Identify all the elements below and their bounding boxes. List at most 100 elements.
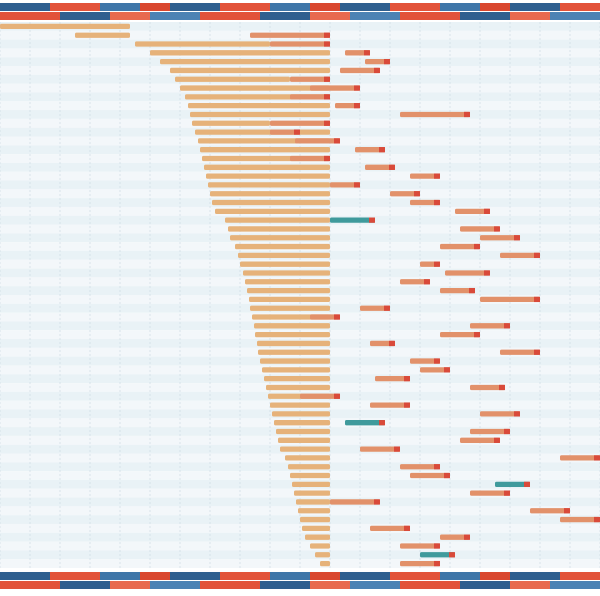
main-bar — [270, 402, 330, 408]
end-tag — [379, 147, 385, 153]
second-bar — [250, 32, 330, 38]
main-bar — [296, 499, 330, 505]
end-tag — [524, 481, 530, 487]
main-bar — [272, 411, 330, 417]
end-tag — [514, 235, 520, 241]
main-bar — [249, 296, 330, 303]
second-bar — [330, 217, 375, 223]
main-bar — [258, 349, 330, 355]
second-bar — [500, 349, 540, 355]
main-bar — [200, 147, 330, 153]
end-tag — [324, 41, 330, 47]
second-bar — [470, 428, 510, 435]
end-tag — [424, 279, 430, 285]
end-tag — [384, 305, 390, 311]
end-tag — [474, 243, 480, 250]
end-tag — [434, 199, 440, 206]
second-bar — [455, 208, 490, 214]
end-tag — [364, 50, 370, 56]
end-tag — [444, 472, 450, 479]
main-bar — [300, 516, 330, 523]
main-bar — [315, 552, 330, 558]
main-bar — [206, 173, 330, 179]
end-tag — [369, 217, 375, 223]
second-bar — [470, 384, 505, 391]
main-bar — [288, 464, 330, 470]
main-bar — [245, 279, 330, 285]
second-bar — [345, 50, 370, 56]
end-tag — [294, 129, 300, 135]
end-tag — [434, 560, 440, 567]
end-tag — [334, 314, 340, 320]
end-tag — [484, 208, 490, 214]
main-bar — [170, 67, 330, 74]
end-tag — [404, 525, 410, 532]
main-bar — [230, 235, 330, 241]
main-bar — [225, 217, 330, 223]
second-bar — [335, 103, 360, 109]
end-tag — [434, 261, 440, 267]
main-bar — [188, 103, 330, 109]
end-tag — [404, 402, 410, 408]
second-bar — [375, 376, 410, 382]
second-bar — [470, 323, 510, 329]
second-bar — [270, 41, 330, 47]
second-bar — [495, 481, 530, 487]
end-tag — [324, 76, 330, 82]
end-tag — [434, 358, 440, 364]
second-bar — [345, 420, 385, 426]
end-tag — [449, 552, 455, 558]
second-bar — [400, 279, 430, 285]
end-tag — [594, 516, 600, 523]
second-bar — [370, 402, 410, 408]
second-bar — [360, 305, 390, 311]
main-bar — [298, 508, 330, 514]
end-tag — [594, 455, 600, 461]
main-bar — [235, 243, 330, 250]
end-tag — [464, 534, 470, 540]
main-bar — [260, 358, 330, 364]
second-bar — [470, 490, 510, 496]
main-bar — [305, 534, 330, 540]
second-bar — [390, 191, 420, 197]
second-bar — [410, 472, 450, 479]
second-bar — [500, 252, 540, 259]
end-tag — [324, 32, 330, 38]
second-bar — [370, 525, 410, 532]
second-bar — [560, 516, 600, 523]
second-bar — [330, 182, 360, 188]
second-bar — [400, 111, 470, 118]
second-bar — [290, 94, 330, 100]
end-tag — [374, 499, 380, 505]
second-bar — [410, 358, 440, 364]
end-tag — [534, 349, 540, 355]
end-tag — [484, 270, 490, 276]
end-tag — [514, 411, 520, 417]
header-band — [0, 3, 600, 11]
second-bar — [480, 235, 520, 241]
end-tag — [324, 120, 330, 126]
main-bar — [292, 481, 330, 487]
second-bar — [295, 138, 340, 144]
main-bar — [247, 287, 330, 294]
end-tag — [324, 94, 330, 100]
main-bar — [160, 58, 330, 65]
end-tag — [434, 543, 440, 549]
second-bar — [560, 455, 600, 461]
main-bar — [240, 261, 330, 267]
second-bar — [270, 129, 300, 135]
second-bar — [360, 446, 400, 452]
main-bar — [135, 41, 270, 47]
main-bar — [212, 199, 330, 206]
row-stripe — [0, 541, 600, 551]
second-bar — [400, 464, 440, 470]
end-tag — [494, 226, 500, 232]
main-bar — [302, 525, 330, 532]
main-bar — [175, 76, 290, 82]
main-bar — [257, 340, 330, 347]
second-bar — [445, 270, 490, 276]
row-stripe — [0, 532, 600, 542]
second-bar — [440, 243, 480, 250]
end-tag — [564, 508, 570, 514]
